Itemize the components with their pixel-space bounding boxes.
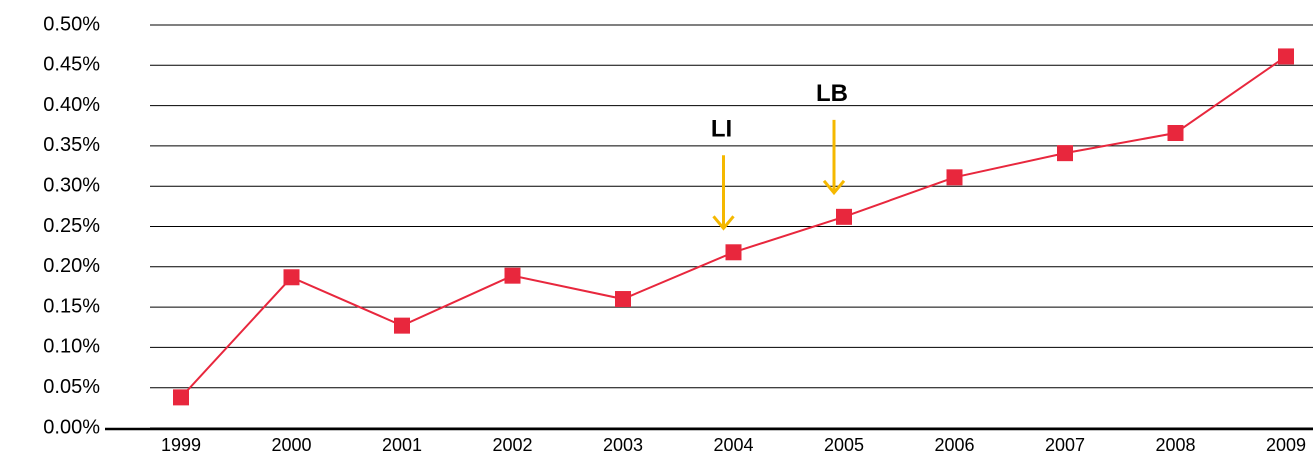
y-tick-label: 0.30% (43, 174, 100, 196)
data-point (836, 208, 852, 225)
x-tick-label: 2005 (824, 435, 864, 455)
data-point (725, 244, 742, 261)
y-tick-label: 0.00% (43, 416, 100, 438)
x-tick-label: 2000 (271, 435, 311, 455)
x-tick-label: 2006 (934, 435, 974, 455)
x-tick-label: 2003 (603, 435, 643, 455)
y-tick-label: 0.20% (43, 255, 100, 277)
y-tick-label: 0.35% (43, 134, 100, 156)
data-point (504, 267, 521, 284)
data-point (615, 291, 631, 308)
y-tick-label: 0.25% (43, 215, 100, 237)
x-tick-label: 2004 (713, 435, 753, 455)
y-tick-label: 0.15% (43, 295, 100, 317)
x-tick-label: 2001 (382, 435, 422, 455)
annotation-arrowhead (822, 179, 846, 196)
y-tick-label: 0.45% (43, 54, 100, 76)
y-tick-label: 0.10% (43, 336, 100, 358)
y-tick-label: 0.50% (43, 13, 100, 35)
y-tick-label: 0.05% (43, 376, 100, 398)
data-point (1057, 145, 1073, 162)
data-point (1167, 125, 1184, 142)
x-tick-label: 2009 (1266, 435, 1306, 455)
annotation-arrowhead (712, 215, 735, 231)
data-point (394, 317, 410, 334)
annotation: LI (711, 116, 732, 143)
x-tick-label: 2002 (492, 435, 532, 455)
x-tick-label: 2008 (1155, 435, 1195, 455)
y-tick-label: 0.40% (43, 94, 100, 116)
data-point (946, 169, 963, 186)
x-tick-label: 2007 (1045, 435, 1085, 455)
data-point (173, 389, 189, 406)
data-point (283, 269, 300, 286)
data-point (1278, 48, 1294, 65)
x-tick-label: 1999 (161, 435, 201, 455)
annotation: LB (816, 80, 848, 107)
